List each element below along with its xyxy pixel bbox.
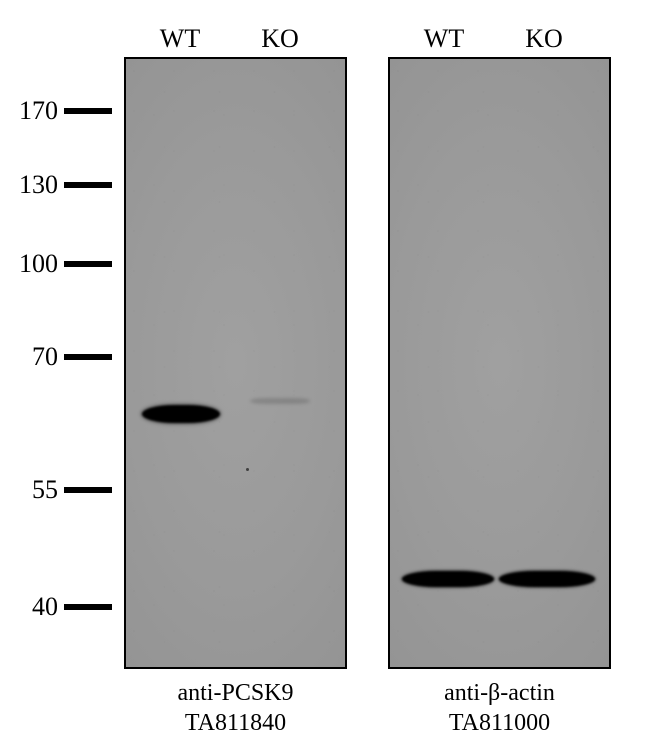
band-pcsk9-ko-faint bbox=[250, 398, 310, 404]
western-blot-figure: 170 130 100 70 55 40 WT KO WT KO bbox=[0, 0, 650, 743]
blot-background bbox=[126, 59, 345, 667]
ladder-tick bbox=[64, 182, 112, 188]
ladder-marker: 170 bbox=[0, 96, 112, 126]
blot-panel-actin bbox=[388, 57, 611, 669]
ladder-value: 130 bbox=[0, 170, 58, 200]
ladder-marker: 100 bbox=[0, 249, 112, 279]
lane-label-wt-left: WT bbox=[140, 24, 220, 54]
lane-label-ko-left: KO bbox=[240, 24, 320, 54]
ladder-marker: 70 bbox=[0, 342, 112, 372]
caption-left-line1: anti-PCSK9 bbox=[124, 678, 347, 708]
ladder-marker: 55 bbox=[0, 475, 112, 505]
artifact-dot bbox=[246, 468, 249, 471]
ladder-value: 70 bbox=[0, 342, 58, 372]
ladder-tick bbox=[64, 261, 112, 267]
band-pcsk9-wt bbox=[142, 405, 220, 423]
ladder-value: 170 bbox=[0, 96, 58, 126]
caption-right: anti-β-actin TA811000 bbox=[388, 678, 611, 738]
caption-right-line2: TA811000 bbox=[388, 708, 611, 738]
ladder-value: 55 bbox=[0, 475, 58, 505]
lane-label-wt-right: WT bbox=[404, 24, 484, 54]
ladder-marker: 130 bbox=[0, 170, 112, 200]
band-actin-wt bbox=[402, 571, 494, 587]
ladder-tick bbox=[64, 604, 112, 610]
blot-panel-pcsk9 bbox=[124, 57, 347, 669]
ladder-tick bbox=[64, 354, 112, 360]
ladder-marker: 40 bbox=[0, 592, 112, 622]
ladder-tick bbox=[64, 108, 112, 114]
caption-left: anti-PCSK9 TA811840 bbox=[124, 678, 347, 738]
band-actin-ko bbox=[499, 571, 595, 587]
ladder-value: 100 bbox=[0, 249, 58, 279]
ladder-value: 40 bbox=[0, 592, 58, 622]
ladder-tick bbox=[64, 487, 112, 493]
lane-label-ko-right: KO bbox=[504, 24, 584, 54]
caption-left-line2: TA811840 bbox=[124, 708, 347, 738]
caption-right-line1: anti-β-actin bbox=[388, 678, 611, 708]
